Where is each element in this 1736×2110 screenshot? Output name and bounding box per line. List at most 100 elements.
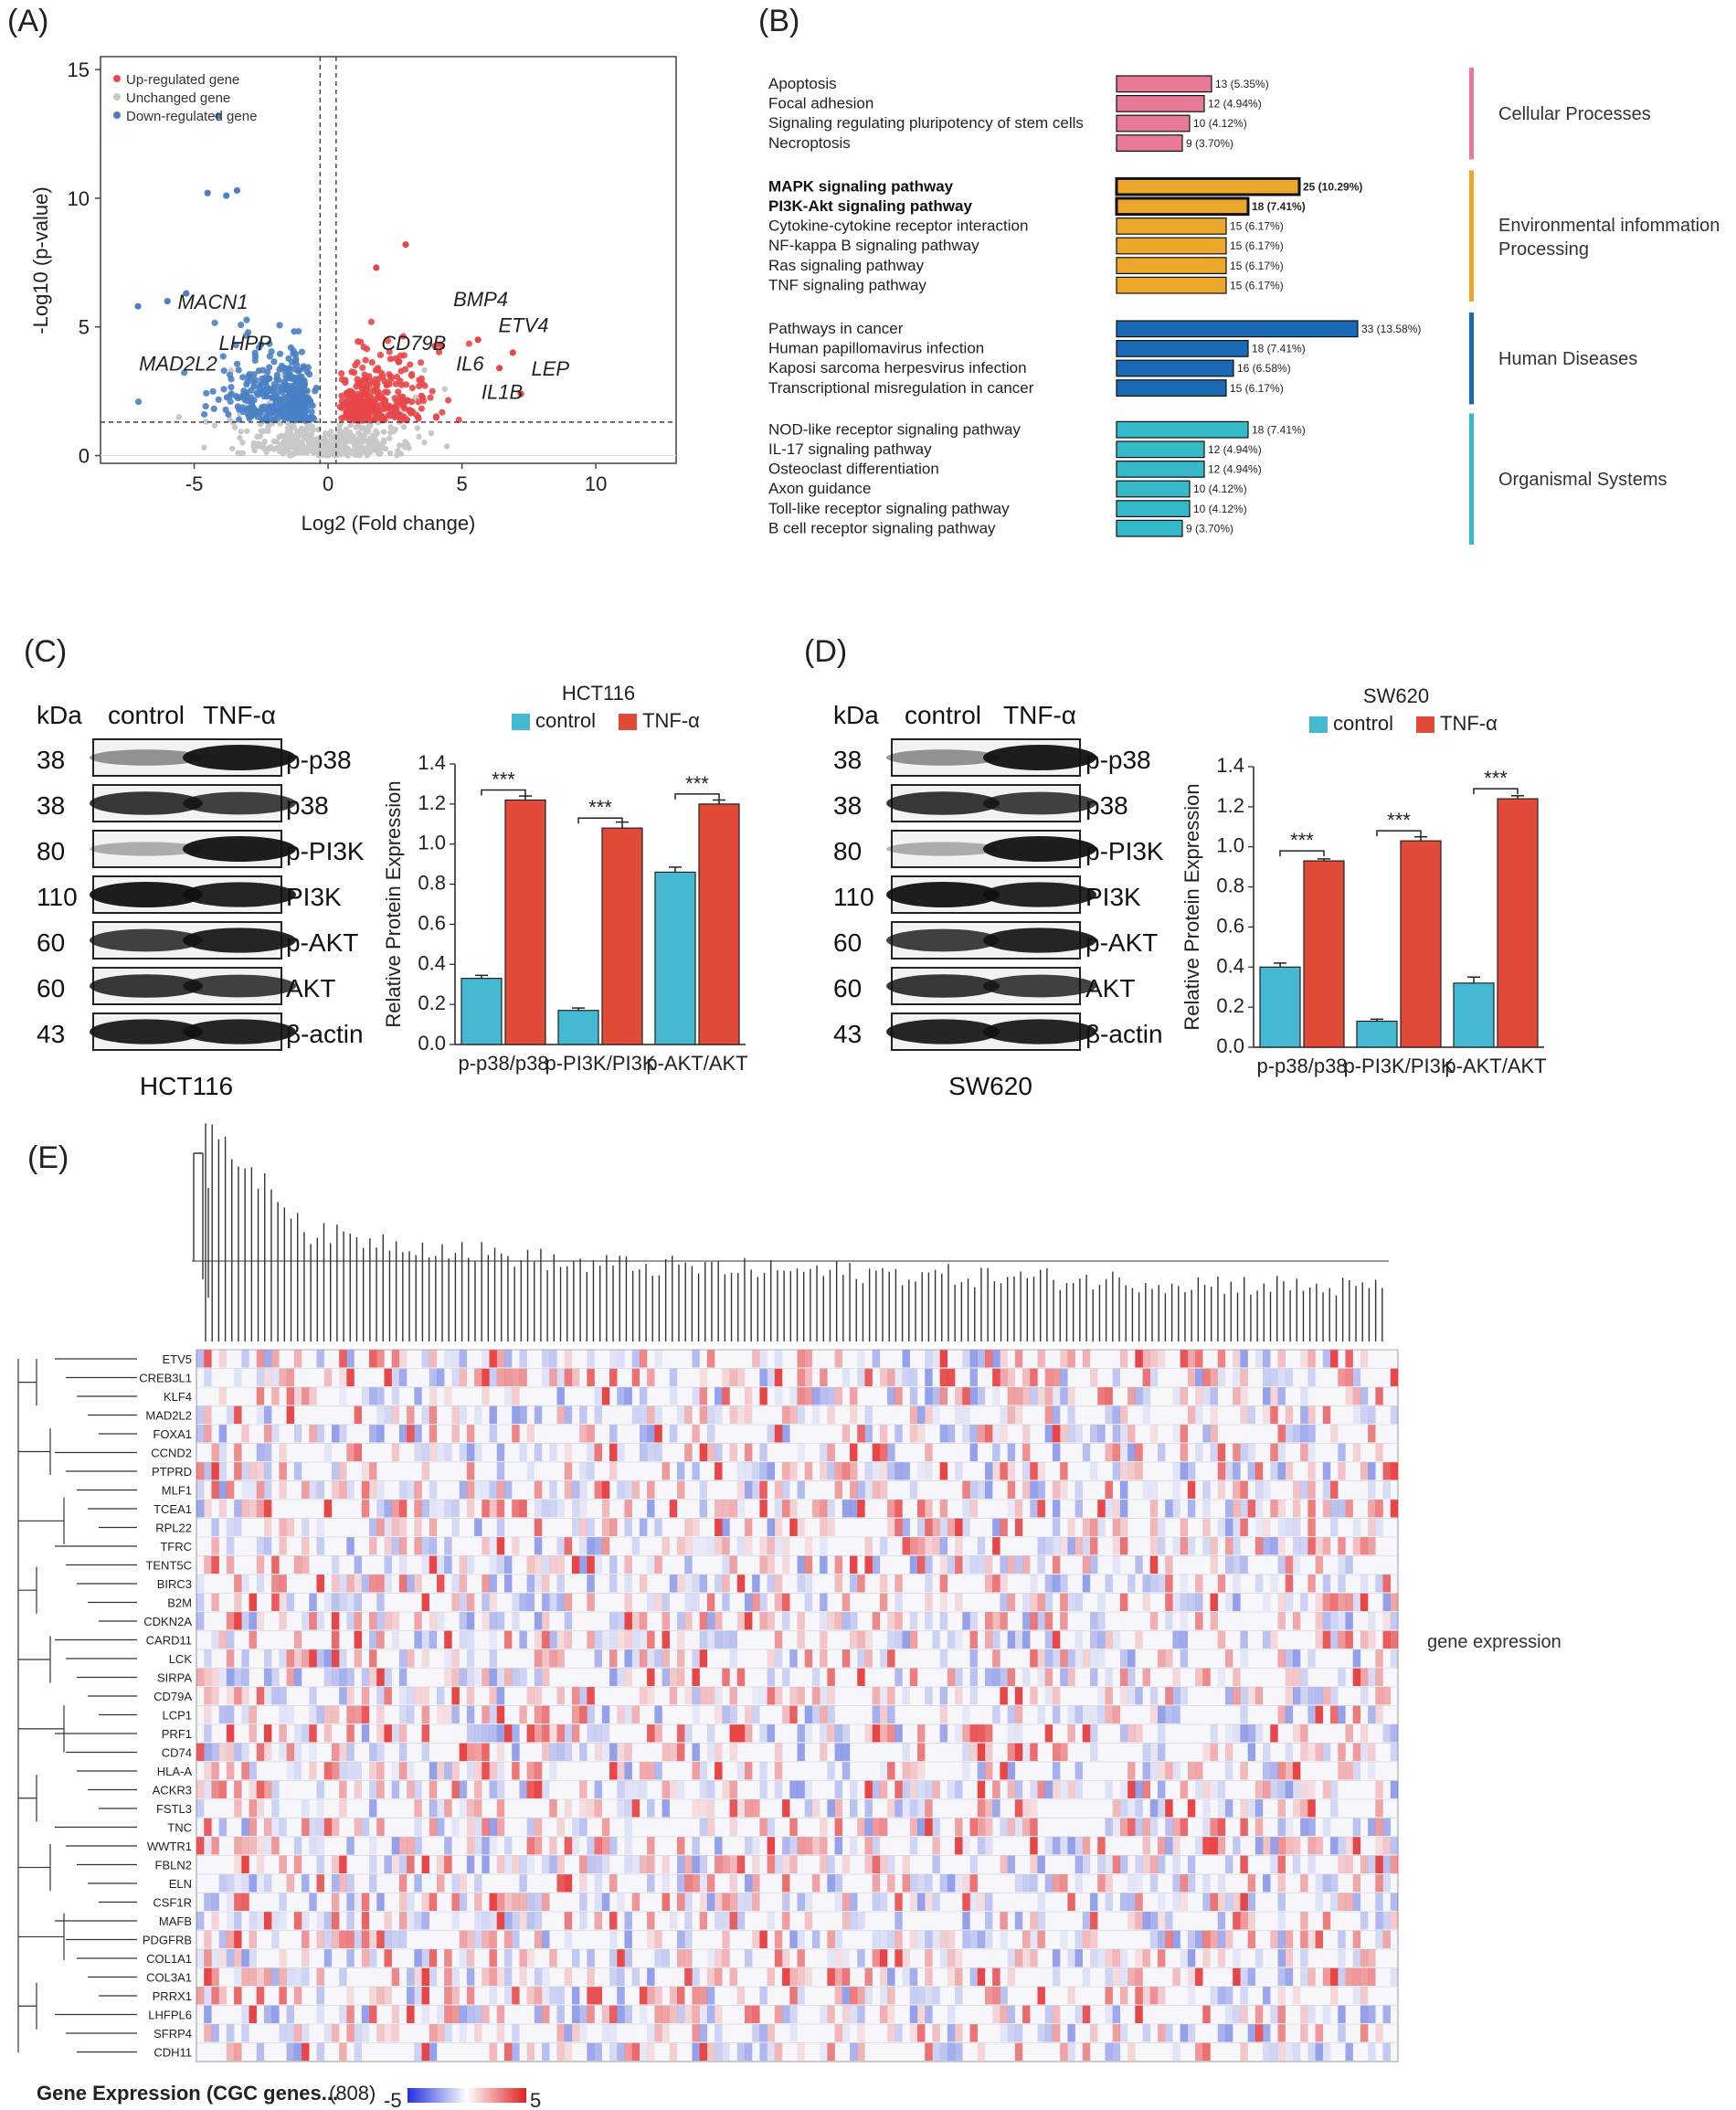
heatmap-cell: [564, 1462, 573, 1480]
volcano-point-down: [220, 386, 228, 393]
heatmap-cell: [947, 1630, 956, 1649]
heatmap-cell: [1067, 1350, 1075, 1368]
heatmap-cell: [1277, 1705, 1286, 1723]
heatmap-column-dendrogram: [192, 1123, 1389, 1341]
heatmap-cell: [969, 1893, 978, 1911]
heatmap-cell: [218, 1425, 228, 1443]
heatmap-cell: [398, 1705, 408, 1723]
heatmap-cell: [542, 1612, 550, 1630]
heatmap-cell: [503, 1555, 513, 1574]
wb-kda-value: 38: [833, 746, 862, 774]
heatmap-cell: [407, 1855, 415, 1873]
heatmap-cell: [1390, 1630, 1399, 1649]
heatmap-cell: [744, 1705, 753, 1723]
heatmap-cell: [774, 1500, 783, 1518]
heatmap-cell: [196, 1743, 205, 1761]
heatmap-cell: [437, 1874, 445, 1893]
heatmap-cell: [549, 1799, 557, 1818]
heatmap-cell: [1172, 1705, 1180, 1723]
heatmap-cell: [526, 1575, 535, 1593]
heatmap-cell: [376, 1350, 385, 1368]
heatmap-cell: [722, 1780, 730, 1798]
heatmap-cell: [1263, 1537, 1271, 1555]
kegg-category-label: Environmental infommation: [1498, 216, 1720, 236]
heatmap-cell: [234, 1855, 242, 1873]
heatmap-cell: [1000, 1855, 1008, 1873]
heatmap-cell: [1292, 1612, 1301, 1630]
heatmap-cell: [1044, 1780, 1053, 1798]
heatmap-cell: [1180, 1425, 1189, 1443]
heatmap-cell: [1263, 1387, 1271, 1405]
heatmap-cell: [827, 1687, 835, 1705]
heatmap-cell: [496, 1612, 505, 1630]
heatmap-cell: [407, 2005, 415, 2023]
heatmap-cell: [1217, 1443, 1226, 1461]
kegg-pathway-label: Cytokine-cytokine receptor interaction: [768, 217, 1028, 235]
heatmap-cell: [857, 1949, 865, 1967]
heatmap-cell: [1052, 1705, 1061, 1723]
heatmap-cell: [489, 1912, 497, 1930]
heatmap-cell: [1360, 1687, 1369, 1705]
heatmap-cell: [827, 1612, 835, 1630]
heatmap-cell: [512, 1405, 520, 1424]
heatmap-cell: [647, 1668, 655, 1686]
volcano-point-down: [312, 387, 319, 395]
heatmap-cell: [241, 1818, 249, 1836]
heatmap-cell: [1060, 1930, 1068, 1948]
heatmap-cell: [361, 2024, 370, 2042]
volcano-point-unchanged: [239, 440, 246, 446]
heatmap-cell: [571, 1724, 580, 1743]
heatmap-cell: [834, 1893, 843, 1911]
volcano-point-up: [474, 336, 482, 344]
heatmap-cell: [594, 1799, 603, 1818]
heatmap-cell: [662, 1949, 670, 1967]
kegg-count-label: 12 (4.94%): [1208, 98, 1262, 111]
heatmap-cell: [631, 1705, 640, 1723]
heatmap-cell: [496, 1705, 505, 1723]
bar-category-label: p-AKT/AKT: [646, 1052, 747, 1075]
heatmap-cell: [1390, 1912, 1399, 1930]
heatmap-cell: [879, 1780, 888, 1798]
heatmap-gene-label: FBLN2: [155, 1859, 192, 1872]
heatmap-cell: [519, 1967, 527, 1986]
heatmap-cell: [677, 1893, 685, 1911]
heatmap-cell: [722, 1912, 730, 1930]
heatmap-cell: [1277, 1893, 1286, 1911]
heatmap-cell: [864, 1799, 873, 1818]
heatmap-cell: [594, 1912, 603, 1930]
heatmap-cell: [1030, 1368, 1038, 1386]
heatmap-cell: [1007, 1405, 1016, 1424]
heatmap-cell: [1037, 1555, 1045, 1574]
heatmap-cell: [1044, 1575, 1053, 1593]
heatmap-cell: [391, 1537, 400, 1555]
heatmap-cell: [556, 1500, 565, 1518]
heatmap-cell: [1233, 1837, 1241, 1855]
heatmap-cell: [361, 1480, 370, 1499]
heatmap-cell: [902, 1462, 910, 1480]
volcano-gene-label: CD79B: [381, 332, 446, 355]
heatmap-cell: [316, 1612, 324, 1630]
heatmap-cell: [820, 1443, 828, 1461]
heatmap-cell: [482, 1855, 490, 1873]
wb-protein-label: p-PI3K: [1085, 837, 1164, 865]
heatmap-cell: [384, 1500, 392, 1518]
heatmap-cell: [482, 2005, 490, 2023]
heatmap-cell: [984, 1612, 993, 1630]
heatmap-cell: [842, 1593, 851, 1611]
heatmap-cell: [459, 1743, 468, 1761]
heatmap-cell: [789, 1405, 798, 1424]
heatmap-cell: [339, 1368, 347, 1386]
heatmap-cell: [827, 2005, 835, 2023]
heatmap-cell: [414, 1949, 422, 1967]
volcano-point-down: [278, 362, 285, 369]
heatmap-cell: [204, 1724, 212, 1743]
heatmap-cell: [1195, 1967, 1203, 1986]
heatmap-cell: [617, 1743, 625, 1761]
heatmap-cell: [609, 1930, 618, 1948]
heatmap-cell: [662, 1893, 670, 1911]
heatmap-cell: [677, 1743, 685, 1761]
heatmap-cell: [1165, 1555, 1173, 1574]
heatmap-cell: [444, 1799, 452, 1818]
volcano-point-unchanged: [358, 425, 365, 431]
heatmap-cell: [429, 1762, 438, 1780]
